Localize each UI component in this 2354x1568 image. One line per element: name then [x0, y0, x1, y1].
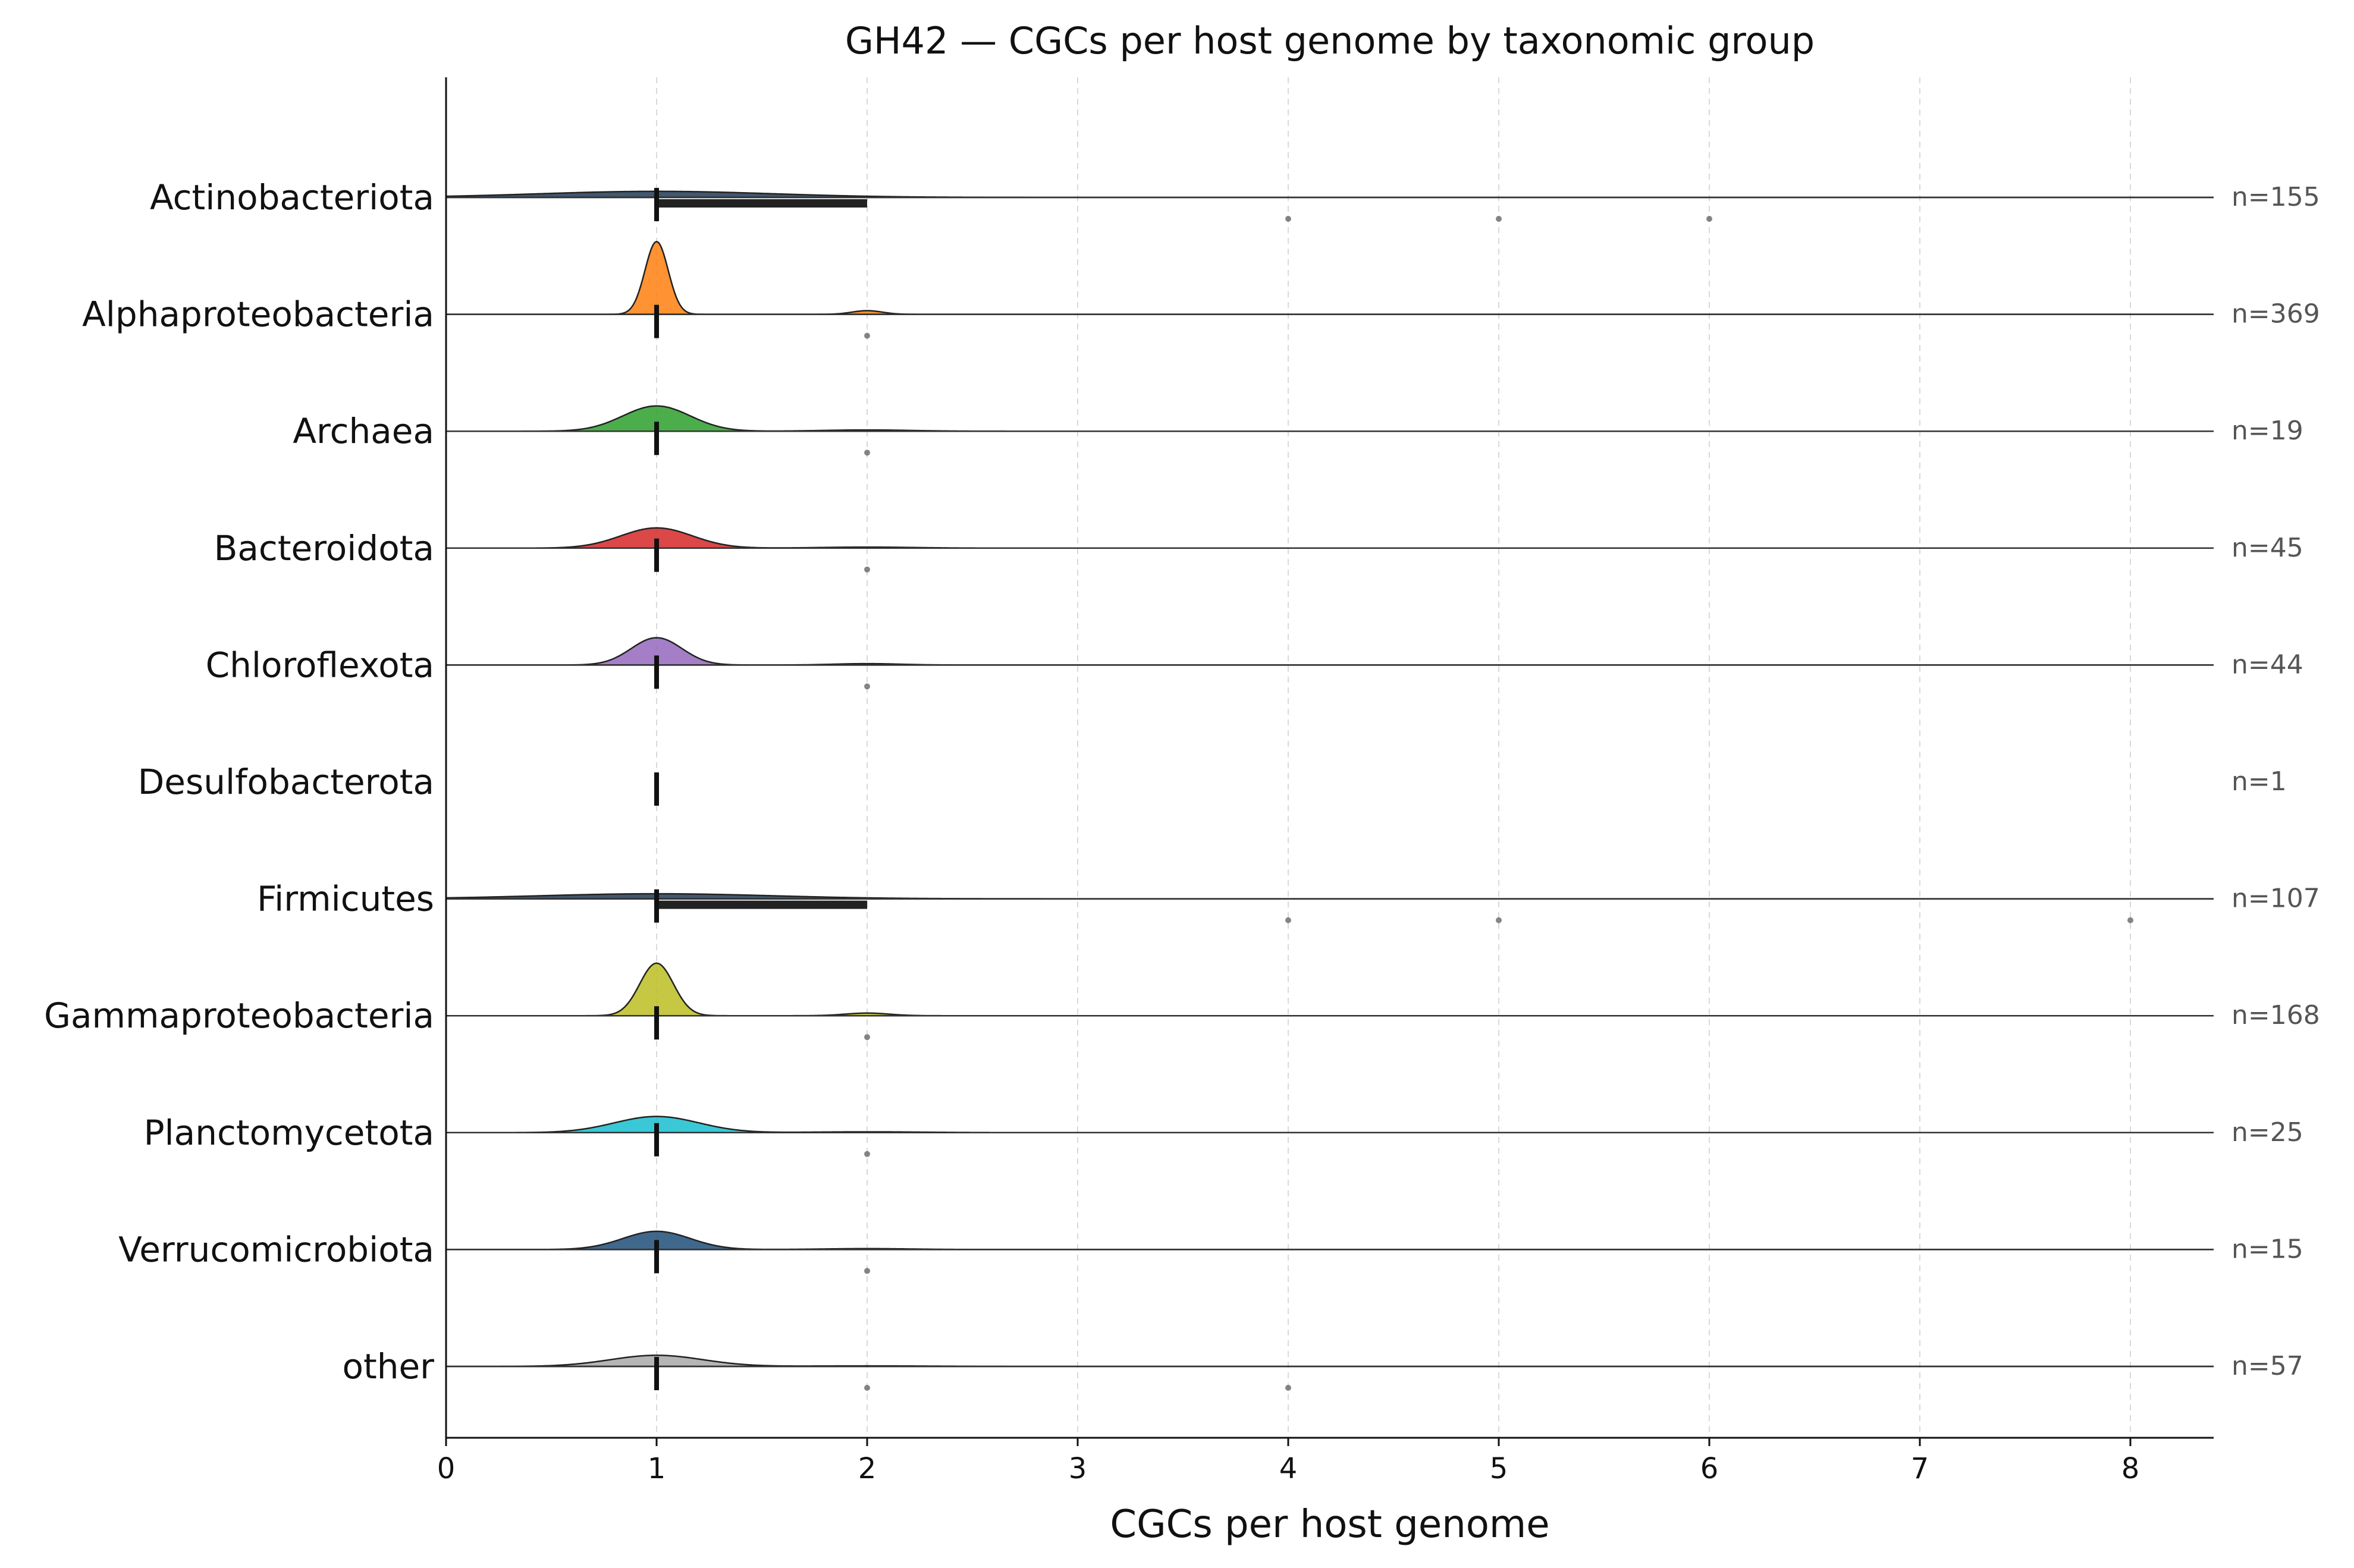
y-tick-label: Planctomycetota [144, 1113, 434, 1153]
x-tick-label: 2 [858, 1452, 877, 1485]
density-gammaproteobacteria [446, 962, 2214, 1017]
outlier-point [864, 332, 870, 339]
outlier-point [1285, 917, 1291, 923]
density-bacteroidota [446, 527, 2214, 549]
x-tick-label: 5 [1490, 1452, 1508, 1485]
outlier-point [864, 1151, 870, 1157]
n-label: n=369 [2231, 299, 2320, 329]
density-firmicutes [445, 893, 2214, 900]
ridge-chloroflexota: n=44 [446, 637, 2303, 690]
outlier-point [1285, 1385, 1291, 1391]
axes [445, 77, 2214, 1439]
y-tick-label: Bacteroidota [214, 528, 434, 568]
outlier-point [2127, 917, 2133, 923]
chart-title: GH42 — CGCs per host genome by taxonomic… [845, 19, 1815, 62]
outlier-point [1285, 216, 1291, 222]
outlier-point [864, 1034, 870, 1041]
n-label: n=44 [2231, 649, 2303, 680]
n-label: n=25 [2231, 1117, 2303, 1148]
ridge-verrucomicrobiota: n=15 [446, 1230, 2303, 1274]
ridge-alphaproteobacteria: n=369 [446, 240, 2320, 339]
x-ticks: 0 1 2 3 4 5 6 7 8 [437, 1438, 2140, 1485]
density-verrucomicrobiota [446, 1230, 2214, 1250]
outlier-point [864, 1385, 870, 1391]
n-label: n=168 [2231, 1000, 2320, 1030]
n-label: n=15 [2231, 1234, 2303, 1264]
y-tick-label: Archaea [293, 411, 434, 451]
outlier-point [1706, 216, 1712, 222]
ridge-archaea: n=19 [446, 405, 2303, 456]
x-tick-label: 1 [648, 1452, 666, 1485]
ridge-planctomycetota: n=25 [446, 1115, 2303, 1157]
x-tick-label: 3 [1069, 1452, 1087, 1485]
iqr-bar-actinobacteriota [657, 199, 867, 208]
grid-lines [656, 77, 2131, 1438]
y-tick-label: Desulfobacterota [138, 762, 434, 802]
ridges: n=155 n=369 n=19 n=45 n=44 n=1 n=107 n=168 n=25 n… [445, 182, 2320, 1391]
density-alphaproteobacteria [446, 240, 2214, 315]
x-tick-label: 6 [1700, 1452, 1719, 1485]
ridge-actinobacteriota: n=155 [445, 182, 2320, 222]
outlier-point [864, 566, 870, 573]
ridge-bacteroidota: n=45 [446, 527, 2303, 573]
ridge-firmicutes: n=107 [445, 884, 2320, 923]
density-other [446, 1355, 2214, 1368]
y-tick-label: Firmicutes [257, 879, 434, 919]
n-label: n=155 [2231, 182, 2320, 212]
outlier-point [864, 683, 870, 690]
outlier-point [864, 1268, 870, 1274]
ridge-gammaproteobacteria: n=168 [446, 962, 2320, 1041]
n-label: n=19 [2231, 416, 2303, 446]
density-actinobacteriota [445, 190, 2214, 199]
y-tick-label: Verrucomicrobiota [118, 1229, 434, 1270]
y-tick-label: other [342, 1346, 434, 1387]
x-tick-label: 8 [2121, 1452, 2140, 1485]
outlier-point [1496, 917, 1502, 923]
density-planctomycetota [446, 1115, 2214, 1134]
x-tick-label: 7 [1911, 1452, 1929, 1485]
n-label: n=107 [2231, 884, 2320, 914]
density-archaea [446, 405, 2214, 432]
outlier-point [1496, 216, 1502, 222]
n-label: n=1 [2231, 766, 2287, 797]
x-tick-label: 4 [1279, 1452, 1298, 1485]
n-label: n=57 [2231, 1351, 2303, 1381]
outlier-point [864, 450, 870, 456]
density-chloroflexota [446, 637, 2214, 666]
iqr-bar-firmicutes [657, 900, 867, 909]
y-ticks: Actinobacteriota Alphaproteobacteria Archa… [44, 177, 434, 1387]
y-tick-label: Chloroflexota [206, 645, 434, 685]
ridge-other: n=57 [446, 1351, 2303, 1391]
y-tick-label: Actinobacteriota [150, 177, 434, 218]
n-label: n=45 [2231, 533, 2303, 563]
x-tick-label: 0 [437, 1452, 456, 1485]
ridge-desulfobacterota: n=1 [654, 766, 2287, 806]
y-tick-label: Gammaproteobacteria [44, 995, 434, 1036]
y-tick-label: Alphaproteobacteria [82, 294, 434, 335]
x-axis-label: CGCs per host genome [1110, 1503, 1549, 1547]
